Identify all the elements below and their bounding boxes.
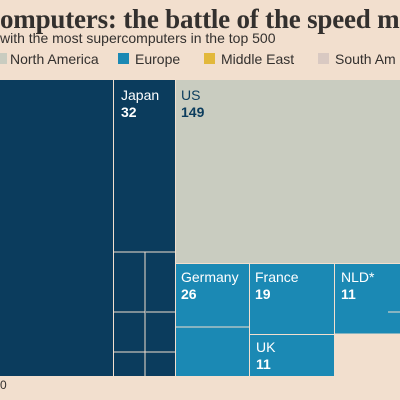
chart-title: omputers: the battle of the speed ma	[0, 4, 400, 34]
cell-label-uk: UK	[256, 339, 276, 355]
treemap-cell-france	[250, 264, 334, 334]
treemap-cell-uk	[250, 335, 334, 376]
cell-value-uk: 11	[256, 356, 271, 372]
cell-label-us: US	[181, 87, 200, 103]
legend-swatch-europe	[118, 53, 129, 64]
legend-label-south-america: South Am	[335, 52, 396, 67]
legend-swatch-north-america	[0, 53, 7, 64]
legend-label-middle-east: Middle East	[221, 52, 295, 67]
chart-subtitle: with the most supercomputers in the top …	[0, 30, 276, 46]
treemap-cell-nld	[335, 264, 400, 334]
footnote: 0	[0, 378, 7, 392]
cell-value-france: 19	[255, 286, 271, 302]
legend-swatch-middle-east	[204, 53, 215, 64]
treemap-cell-asia-large	[0, 80, 113, 376]
cell-value-nld: 11	[341, 286, 356, 302]
legend-label-europe: Europe	[135, 52, 181, 67]
treemap-cell-us	[176, 80, 400, 263]
legend-swatch-south-america	[318, 53, 329, 64]
cell-label-france: France	[255, 269, 299, 285]
cell-value-japan: 32	[121, 104, 137, 120]
cell-label-japan: Japan	[121, 87, 159, 103]
cell-value-germany: 26	[181, 286, 197, 302]
legend: North America Europe Middle East South A…	[0, 52, 400, 68]
treemap-cell-germany	[176, 264, 249, 376]
cell-label-germany: Germany	[181, 269, 239, 285]
cell-value-us: 149	[181, 104, 205, 120]
cell-label-nld: NLD*	[341, 269, 375, 285]
legend-label-north-america: North America	[10, 52, 99, 67]
